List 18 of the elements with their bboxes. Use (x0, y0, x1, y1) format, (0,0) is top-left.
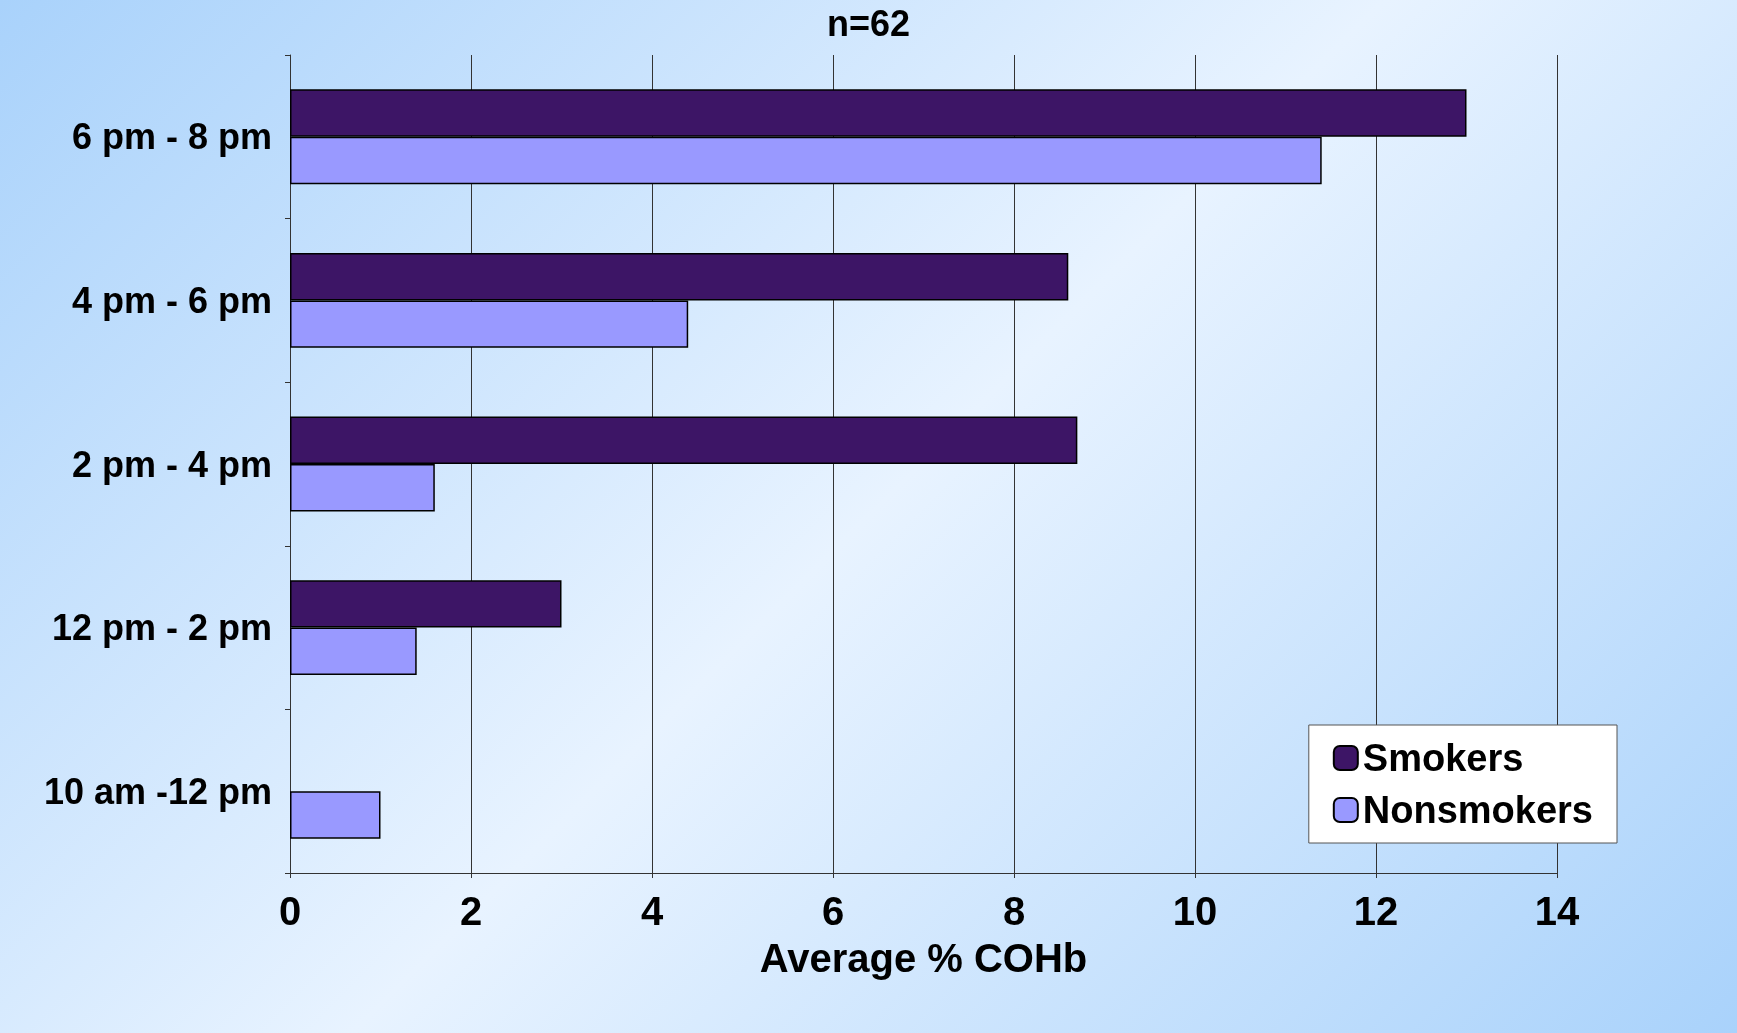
y-tick-label: 6 pm - 8 pm (71, 116, 272, 158)
y-tick-label: 10 am -12 pm (43, 770, 272, 812)
y-tick-label: 4 pm - 6 pm (71, 279, 272, 321)
legend-label: Smokers (1362, 737, 1524, 779)
x-tick-label: 4 (640, 889, 664, 933)
chart-title: n=62 (826, 2, 911, 44)
x-tick-label: 0 (278, 889, 302, 933)
x-tick-label: 8 (1002, 889, 1026, 933)
x-tick-label: 6 (821, 889, 845, 933)
x-tick-label: 12 (1353, 889, 1399, 933)
y-tick-label: 2 pm - 4 pm (71, 443, 272, 485)
bar (290, 791, 381, 839)
x-tick-label: 2 (459, 889, 483, 933)
x-axis-title: Average % COHb (759, 936, 1088, 980)
legend-label: Nonsmokers (1362, 789, 1594, 831)
x-tick-label: 14 (1534, 889, 1580, 933)
x-tick-label: 10 (1172, 889, 1218, 933)
y-tick-label: 12 pm - 2 pm (51, 607, 272, 649)
